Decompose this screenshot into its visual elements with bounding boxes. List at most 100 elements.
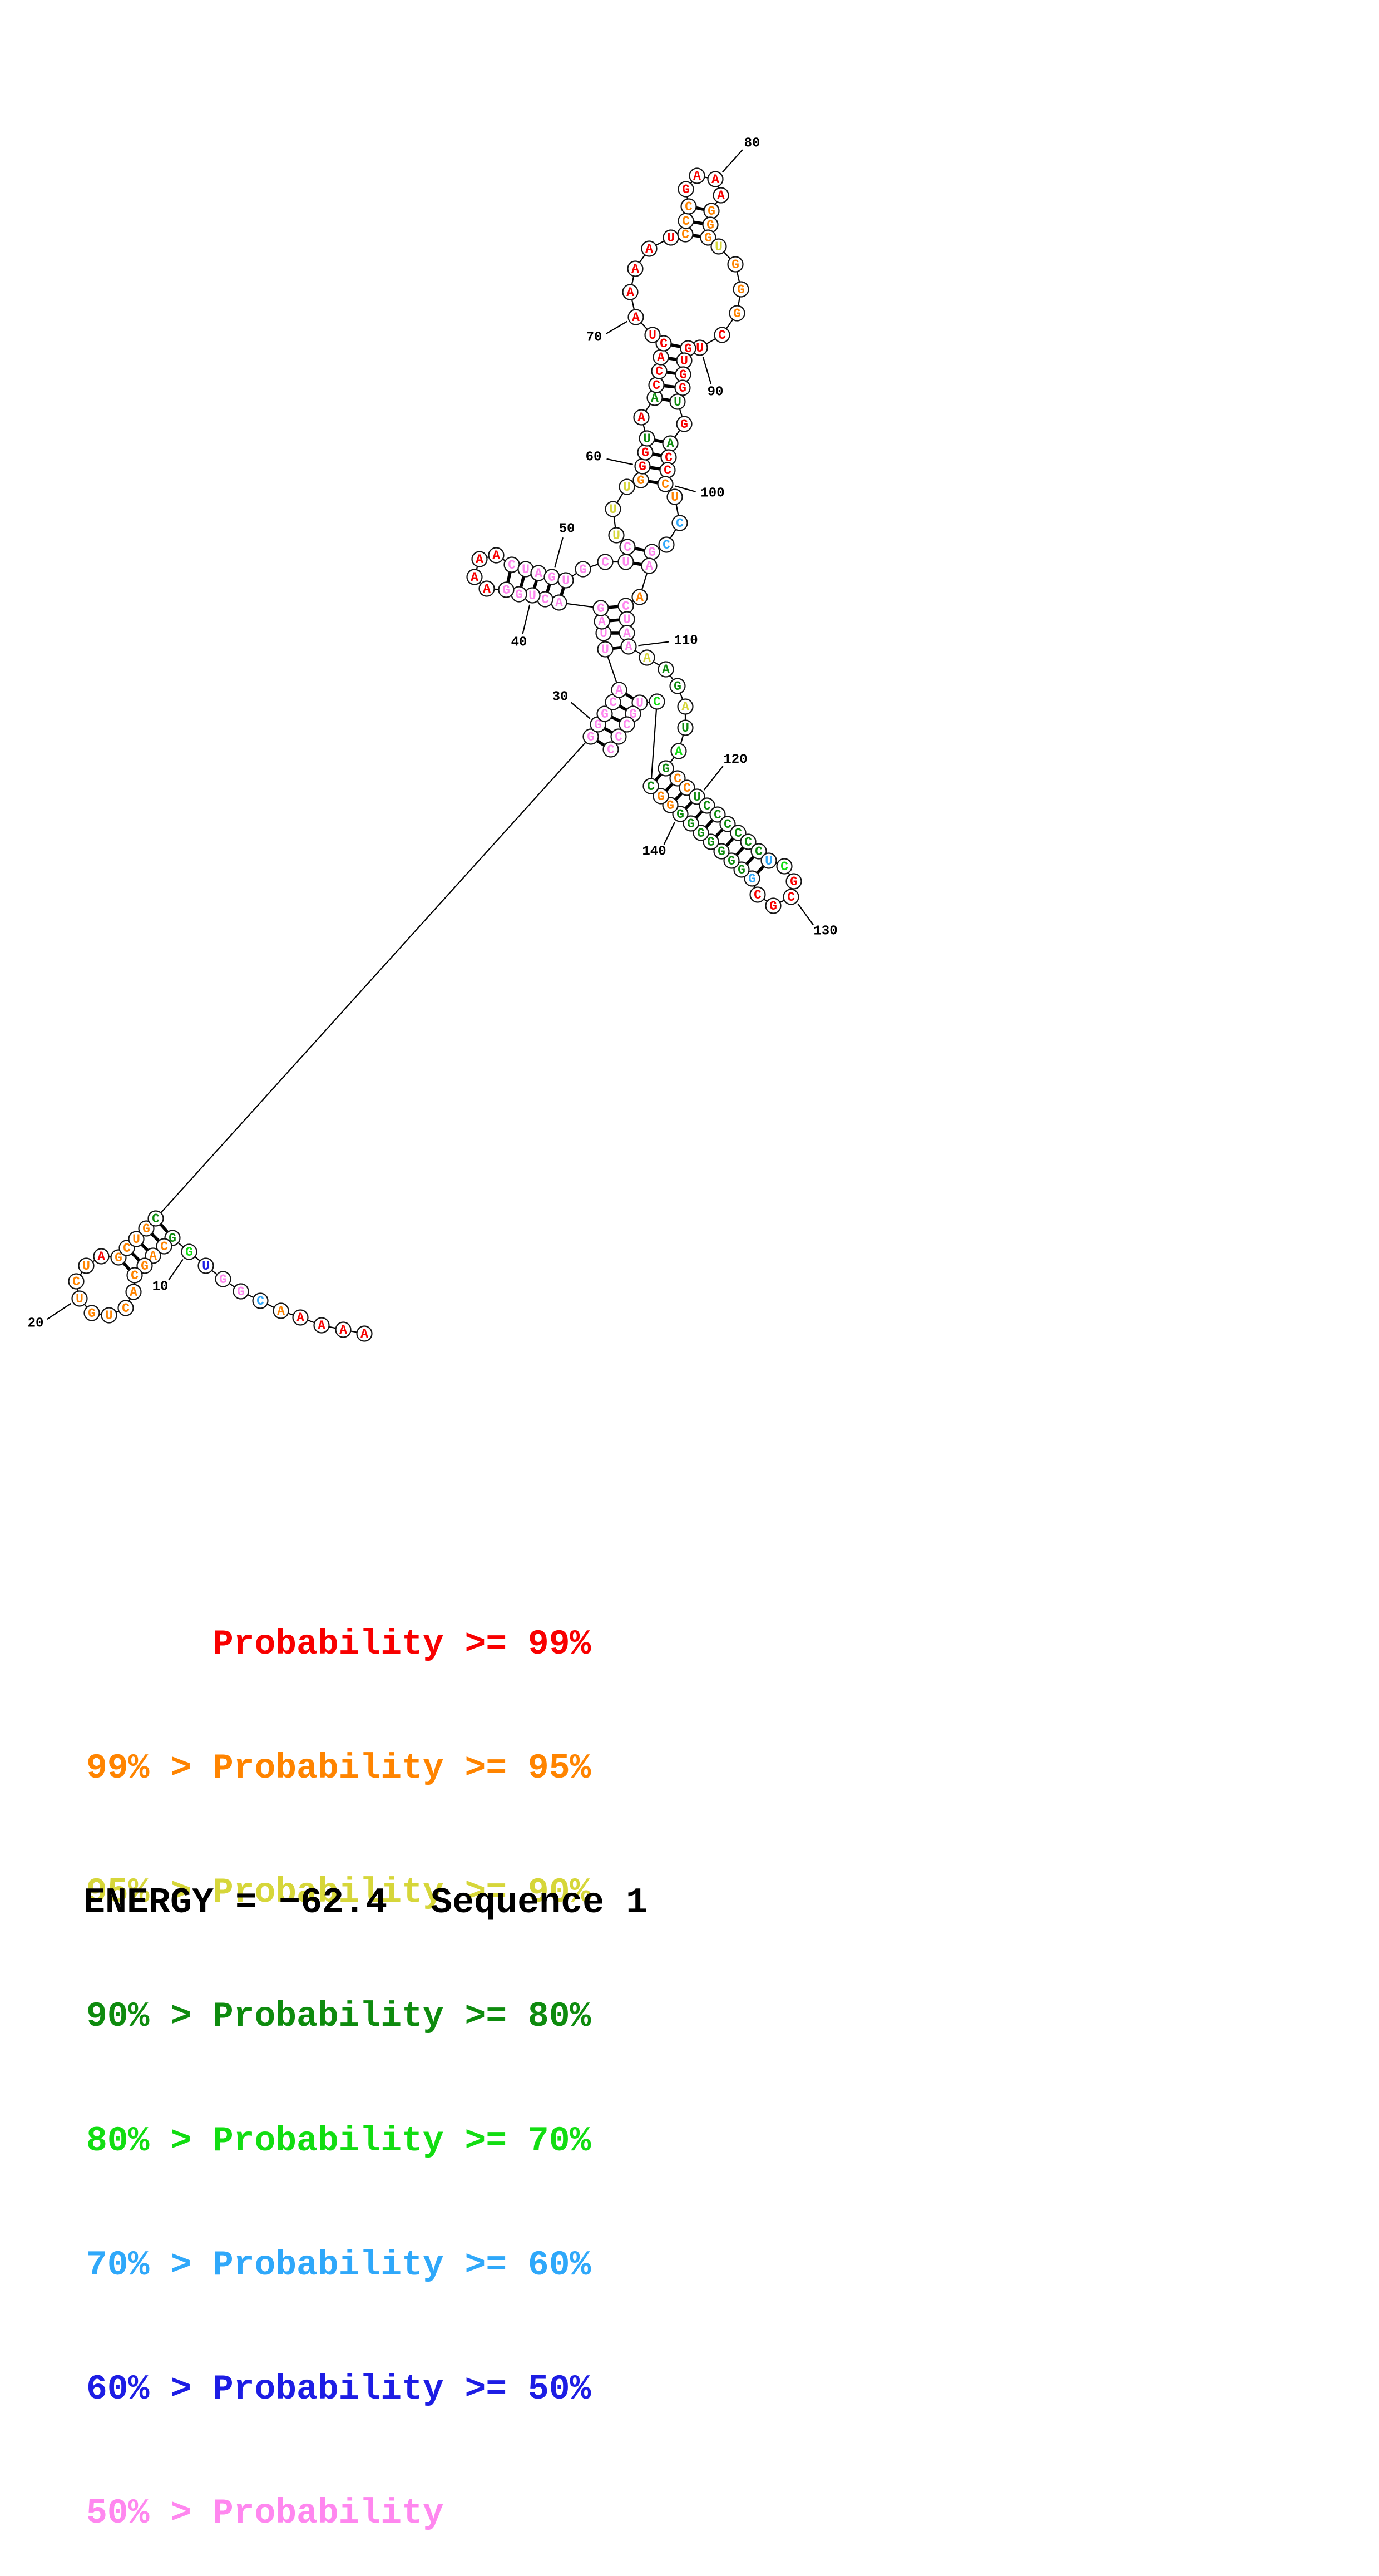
nucleotide-circle [197, 1257, 214, 1274]
nucleotide-circle [233, 1283, 249, 1300]
position-label: 130 [813, 924, 837, 939]
nucleotide-circle [488, 547, 505, 564]
nucleotide-letter: A [471, 570, 478, 585]
nucleotide-letter: C [624, 540, 631, 555]
nucleotide-circle [605, 501, 621, 517]
nucleotide-circle [658, 760, 674, 777]
nucleotide-circle [147, 1210, 164, 1227]
nucleotide-letter: G [748, 872, 756, 886]
nucleotide-circle [592, 600, 609, 616]
nucleotide-circle [627, 309, 644, 325]
nucleotide-circle [783, 889, 799, 905]
nucleotide-letter: G [769, 899, 777, 914]
nucleotide-circle [83, 1305, 100, 1321]
nucleotide-letter: U [667, 231, 675, 245]
nucleotide-letter: G [706, 218, 714, 233]
nucleotide-letter: A [277, 1304, 285, 1319]
nucleotide-letter: A [632, 310, 640, 325]
nucleotide-letter: U [612, 529, 620, 543]
nucleotide-letter: U [636, 696, 644, 710]
nucleotide-circle [693, 825, 709, 841]
legend-row: 60% > Probability >= 50% [86, 2370, 591, 2410]
nucleotide-letter: C [607, 743, 615, 757]
label-pointer-line [606, 458, 634, 465]
nucleotide-circle [582, 728, 599, 745]
nucleotide-letter: C [72, 1275, 80, 1289]
nucleotide-circle [689, 167, 705, 184]
nucleotide-letter: U [609, 502, 617, 517]
nucleotide-letter: G [657, 789, 665, 804]
nucleotide-circle [292, 1309, 309, 1326]
nucleotide-circle [596, 705, 613, 722]
nucleotide-letter: A [693, 169, 701, 184]
position-label: 10 [152, 1280, 169, 1295]
nucleotide-circle [498, 581, 515, 598]
nucleotide-letter: C [754, 888, 762, 902]
legend-row: Probability >= 99% [86, 1624, 591, 1664]
nucleotide-letter: U [522, 562, 530, 577]
nucleotide-letter: U [622, 555, 630, 570]
nucleotide-letter: U [765, 854, 773, 868]
nucleotide-circle [125, 1284, 142, 1300]
nucleotide-letter: U [715, 240, 723, 254]
nucleotide-circle [710, 238, 727, 255]
nucleotide-circle [597, 641, 614, 658]
nucleotide-letter: G [708, 204, 715, 219]
label-pointer-line [663, 821, 676, 845]
nucleotide-letter: A [657, 351, 665, 365]
nucleotide-letter: C [655, 364, 663, 379]
energy-label: ENERGY = −62.4 Sequence 1 [83, 1882, 648, 1923]
nucleotide-circle [776, 858, 793, 875]
position-label: 60 [586, 450, 602, 465]
nucleotide-letter: G [728, 854, 735, 868]
nucleotide-circle [631, 589, 648, 605]
nucleotide-circle [619, 478, 635, 495]
nucleotide-letter: G [738, 863, 745, 877]
nucleotide-letter: C [508, 558, 516, 573]
nucleotide-letter: U [643, 432, 651, 446]
nucleotide-letter: A [97, 1250, 105, 1264]
nucleotide-circle [466, 569, 483, 585]
probability-legend: Probability >= 99% 99% > Probability >= … [86, 1541, 591, 2576]
nucleotide-letter: C [787, 890, 795, 905]
nucleotide-letter: G [641, 446, 649, 460]
nucleotide-letter: C [703, 799, 711, 813]
nucleotide-letter: A [476, 552, 483, 567]
nucleotide-letter: G [704, 231, 712, 245]
nucleotide-letter: C [131, 1269, 139, 1283]
nucleotide-circle [674, 379, 691, 396]
nucleotide-letter: C [653, 695, 661, 709]
nucleotide-letter: A [662, 663, 670, 677]
nucleotide-circle [620, 638, 637, 655]
position-label: 40 [511, 635, 527, 650]
nucleotide-circle [622, 284, 639, 300]
nucleotide-letter: U [649, 328, 656, 343]
nucleotide-circle [649, 693, 665, 710]
nucleotide-circle [597, 554, 614, 570]
nucleotide-letter: A [360, 1327, 368, 1341]
nucleotide-circle [619, 716, 635, 733]
nucleotide-letter: G [88, 1306, 96, 1321]
nucleotide-circle [471, 551, 488, 567]
nucleotide-letter: C [647, 779, 655, 794]
nucleotide-circle [713, 187, 729, 204]
nucleotide-circle [713, 843, 730, 860]
label-pointer-line [522, 604, 531, 634]
nucleotide-circle [611, 682, 627, 698]
nucleotide-letter: G [237, 1285, 245, 1299]
nucleotide-letter: A [615, 683, 623, 698]
nucleotide-letter: A [645, 559, 653, 574]
nucleotide-letter: G [680, 417, 688, 432]
nucleotide-letter: G [674, 679, 681, 694]
nucleotide-letter: G [142, 1222, 150, 1236]
nucleotide-circle [655, 335, 672, 352]
nucleotide-circle [657, 476, 674, 492]
position-label: 110 [674, 634, 698, 649]
nucleotide-circle [740, 833, 757, 850]
nucleotide-letter: U [623, 613, 631, 627]
nucleotide-circle [117, 1300, 134, 1316]
nucleotide-letter: C [601, 555, 609, 570]
nucleotide-letter: U [132, 1232, 140, 1247]
nucleotide-letter: A [626, 285, 634, 300]
